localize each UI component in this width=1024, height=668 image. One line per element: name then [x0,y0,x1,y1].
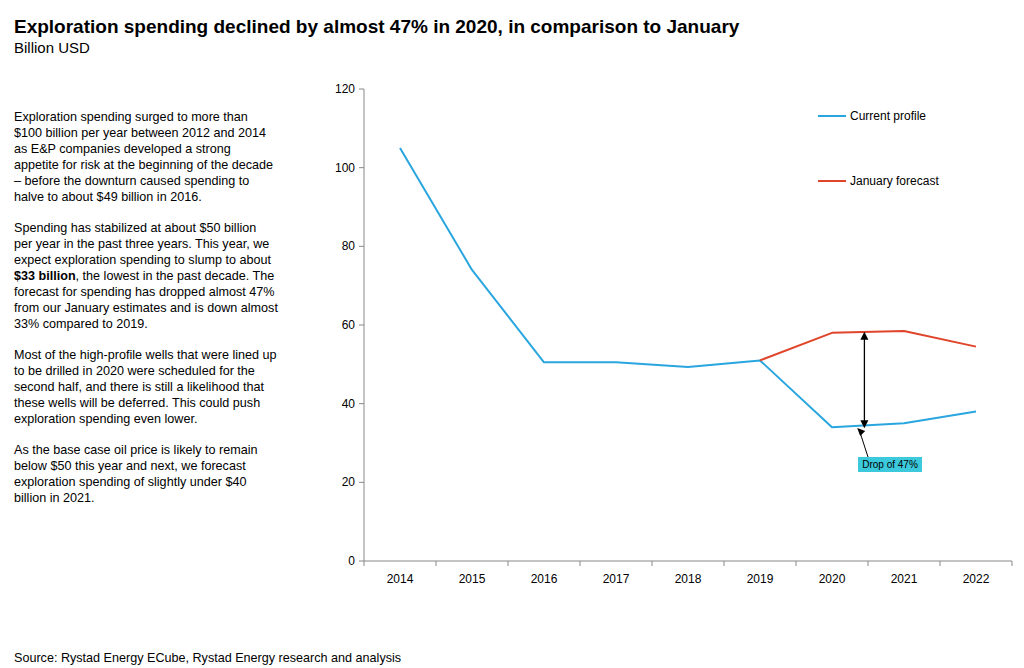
commentary-line: from our January estimates and is down a… [14,301,278,315]
y-tick-label: 80 [342,239,356,253]
title: Exploration spending declined by almost … [14,16,740,37]
y-tick-label: 40 [342,397,356,411]
y-tick [359,89,364,90]
arrow-head [857,428,865,436]
commentary-line: $100 billion per year between 2012 and 2… [14,126,266,140]
commentary-line: $33 billion, the lowest in the past deca… [14,269,274,283]
series-line [400,148,976,427]
x-tick-label: 2014 [387,572,414,586]
x-tick-label: 2022 [963,572,990,586]
commentary-line: exploration spending even lower. [14,412,197,426]
x-tick [508,561,509,566]
drop-arrow [864,338,865,422]
legend-swatch [818,115,846,117]
commentary-line: expect exploration spending to slump to … [14,253,271,267]
chart: Exploration spending declined by almost … [0,0,1024,668]
commentary-line: halve to about $49 billion in 2016. [14,190,202,204]
x-tick [580,561,581,566]
legend-swatch [818,180,846,182]
annotation-box [858,457,922,472]
series-line [760,331,976,361]
y-tick [359,482,364,483]
commentary-line: to be drilled in 2020 were scheduled for… [14,364,255,378]
commentary-line: as E&P companies developed a strong [14,142,231,156]
y-tick-label: 20 [342,475,356,489]
x-tick [652,561,653,566]
x-tick-label: 2017 [603,572,630,586]
commentary-line: As the base case oil price is likely to … [14,443,258,457]
commentary-line: Exploration spending surged to more than [14,110,248,124]
x-tick-label: 2015 [459,572,486,586]
source: Source: Rystad Energy ECube, Rystad Ener… [14,651,401,665]
x-tick [940,561,941,566]
x-tick [724,561,725,566]
annotation-pointer [860,433,868,457]
x-tick [364,561,365,566]
x-tick [868,561,869,566]
y-tick-label: 100 [335,161,355,175]
x-tick [1012,561,1013,566]
y-tick [359,403,364,404]
commentary-line: – before the downturn caused spending to [14,174,249,188]
commentary-line: below $50 this year and next, we forecas… [14,459,246,473]
commentary-line: 33% compared to 2019. [14,317,148,331]
legend-label: Current profile [850,109,926,123]
y-tick-label: 0 [348,554,355,568]
commentary-line: second half, and there is still a likeli… [14,380,264,394]
arrow-head [860,420,868,428]
annotation: Drop of 47% [862,459,918,470]
y-tick [359,167,364,168]
x-tick-label: 2021 [891,572,918,586]
y-tick [359,246,364,247]
commentary-line: billion in 2021. [14,491,95,505]
x-tick-label: 2019 [747,572,774,586]
x-tick-label: 2020 [819,572,846,586]
subtitle: Billion USD [14,39,90,56]
emphasis: $33 billion [14,269,76,283]
arrow-head [860,332,868,340]
x-axis [364,561,1012,562]
y-tick-label: 60 [342,318,356,332]
commentary-line: Most of the high-profile wells that were… [14,348,277,362]
commentary-line: forecast for spending has dropped almost… [14,285,274,299]
commentary-line: per year in the past three years. This y… [14,237,269,251]
plot-area [400,148,976,427]
x-tick-label: 2018 [675,572,702,586]
legend-label: January forecast [850,174,939,188]
text-run: , the lowest in the past decade. The [76,269,275,283]
commentary-line: these wells will be deferred. This could… [14,396,260,410]
y-tick [359,561,364,562]
y-tick-label: 120 [335,82,355,96]
commentary-line: appetite for risk at the beginning of th… [14,158,273,172]
x-tick [436,561,437,566]
commentary-line: exploration spending of slightly under $… [14,475,246,489]
y-tick [359,325,364,326]
commentary-line: Spending has stabilized at about $50 bil… [14,221,256,235]
x-tick-label: 2016 [531,572,558,586]
x-tick [796,561,797,566]
